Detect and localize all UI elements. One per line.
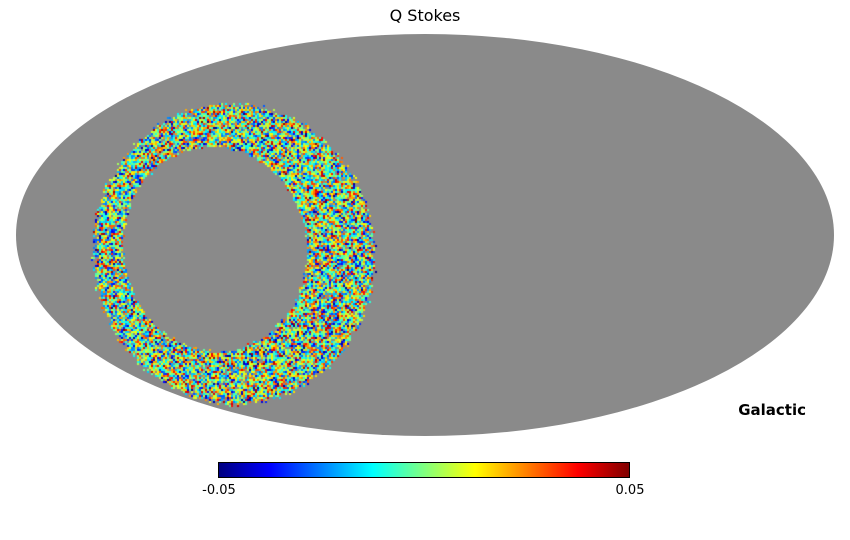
scan-ring-canvas bbox=[0, 0, 850, 540]
coordinate-label: Galactic bbox=[738, 401, 806, 419]
colorbar-max-label: 0.05 bbox=[590, 483, 670, 498]
chart-title: Q Stokes bbox=[0, 6, 850, 25]
colorbar-min-label: -0.05 bbox=[179, 483, 259, 498]
figure: Q Stokes Galactic -0.05 0.05 bbox=[0, 0, 850, 540]
colorbar-gradient bbox=[218, 462, 630, 478]
